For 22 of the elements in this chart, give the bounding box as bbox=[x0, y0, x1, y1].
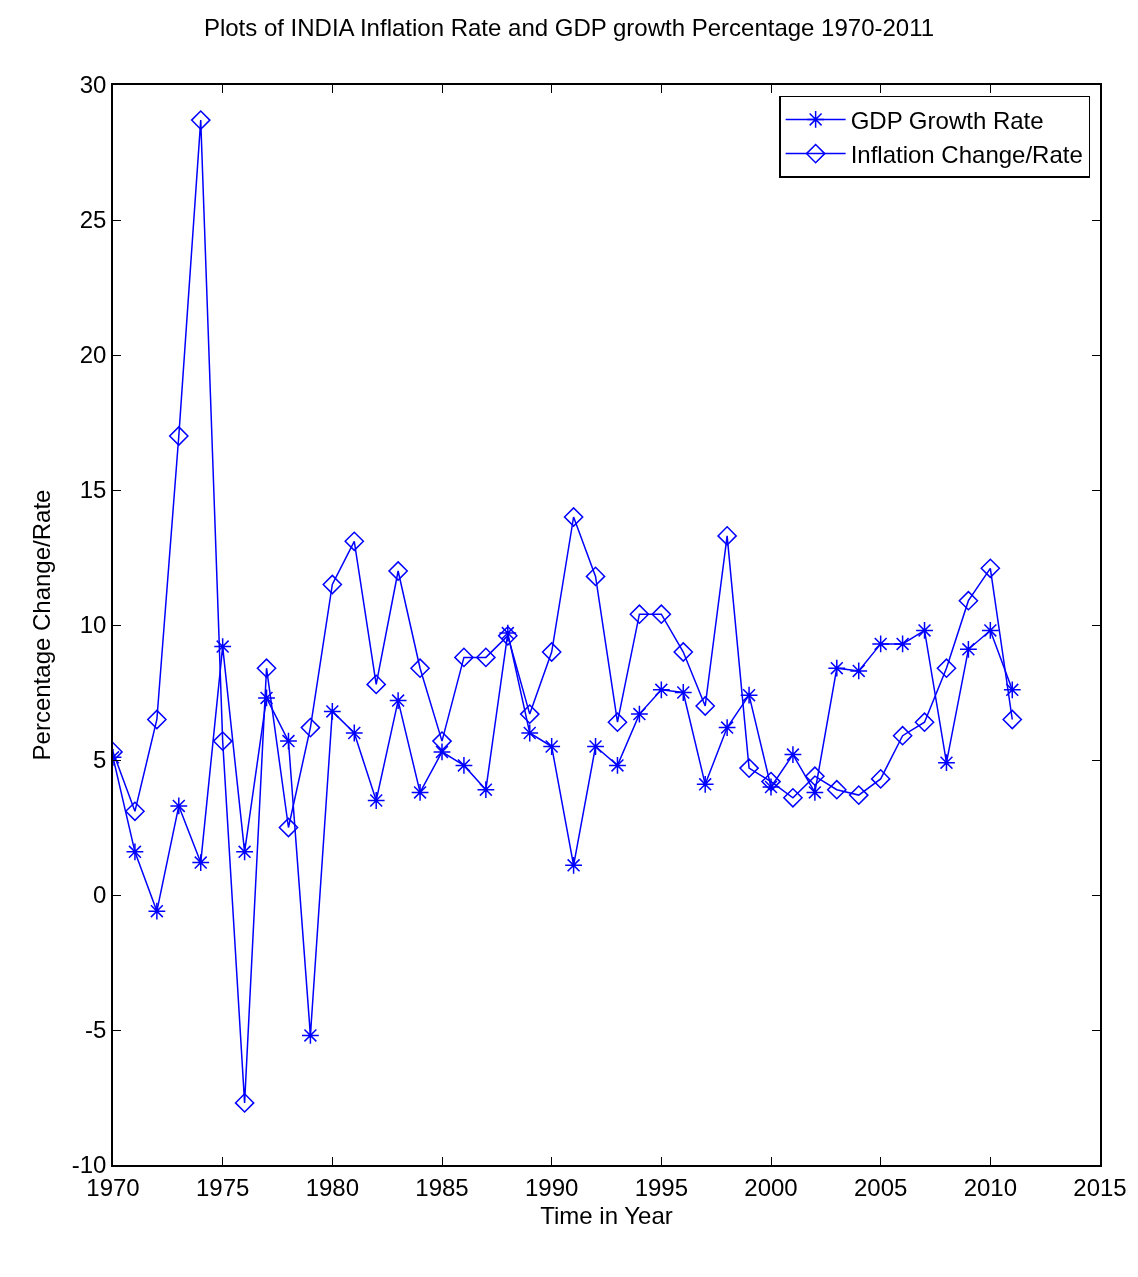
x-tick-label: 2000 bbox=[744, 1173, 798, 1201]
x-tick-label: 1980 bbox=[305, 1173, 360, 1201]
x-tick-label: 2010 bbox=[963, 1173, 1018, 1201]
x-tick-label: 1975 bbox=[195, 1173, 250, 1201]
chart-title: Plots of INDIA Inflation Rate and GDP growth Percentage 1970-2011 bbox=[203, 13, 935, 41]
y-tick-label: -5 bbox=[85, 1016, 107, 1044]
y-tick-label: 20 bbox=[79, 341, 107, 369]
x-tick-label: 1990 bbox=[524, 1173, 579, 1201]
x-axis-title: Time in Year bbox=[540, 1202, 673, 1230]
y-tick-label: 0 bbox=[93, 881, 107, 909]
legend-label: GDP Growth Rate bbox=[850, 106, 1044, 134]
y-tick-label: 5 bbox=[93, 746, 107, 774]
y-tick-label: 30 bbox=[79, 71, 107, 99]
y-axis-title: Percentage Change/Rate bbox=[28, 489, 56, 761]
x-tick-label: 2005 bbox=[853, 1173, 908, 1201]
y-tick-label: 25 bbox=[79, 206, 107, 234]
y-tick-label: 15 bbox=[79, 476, 107, 504]
x-tick-label: 2015 bbox=[1073, 1173, 1127, 1201]
x-tick-label: 1985 bbox=[415, 1173, 469, 1201]
legend-label: Inflation Change/Rate bbox=[850, 140, 1083, 168]
x-tick-label: 1995 bbox=[634, 1173, 689, 1201]
y-tick-label: 10 bbox=[79, 611, 107, 639]
